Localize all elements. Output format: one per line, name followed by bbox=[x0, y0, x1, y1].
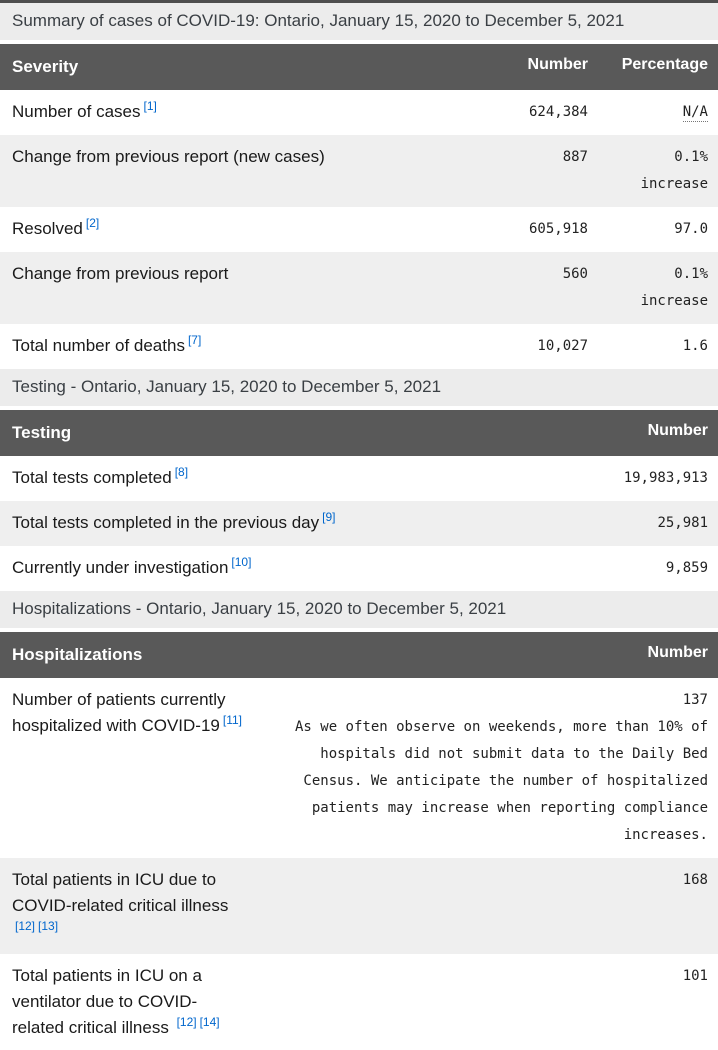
table-row: Total tests completed [8] 19,983,913 bbox=[0, 456, 718, 501]
row-label: Currently under investigation bbox=[12, 558, 229, 577]
footnote-link[interactable]: [10] bbox=[231, 555, 252, 570]
footnote-link[interactable]: [13] bbox=[38, 919, 59, 934]
number-value: 19,983,913 bbox=[623, 470, 708, 486]
row-label: Total number of deaths bbox=[12, 336, 185, 355]
row-label: Total patients in ICU on a ventilator du… bbox=[12, 966, 202, 1037]
table-row: Number of patients currently hospitalize… bbox=[0, 678, 718, 858]
table-row: Number of cases [1] 624,384 N/A bbox=[0, 90, 718, 135]
percentage-direction: increase bbox=[640, 293, 708, 309]
testing-table-header: Testing Number bbox=[0, 410, 718, 456]
number-value: 10,027 bbox=[537, 338, 588, 354]
row-label: Total patients in ICU due to COVID-relat… bbox=[12, 870, 229, 915]
footnote-link[interactable]: [7] bbox=[187, 333, 202, 348]
hospitalizations-table-caption: Hospitalizations - Ontario, January 15, … bbox=[0, 591, 718, 628]
reporting-compliance-note: As we often observe on weekends, more th… bbox=[294, 719, 708, 843]
hospitalizations-table-header: Hospitalizations Number bbox=[0, 632, 718, 678]
row-label: Change from previous report bbox=[12, 264, 229, 283]
number-value: 101 bbox=[682, 968, 708, 984]
cases-summary-table: Summary of cases of COVID-19: Ontario, J… bbox=[0, 0, 718, 369]
cases-table-header: Severity Number Percentage bbox=[0, 44, 718, 90]
row-label: Total tests completed bbox=[12, 468, 172, 487]
footnote-link[interactable]: [8] bbox=[174, 465, 189, 480]
percentage-value: 0.1% bbox=[674, 266, 708, 282]
table-row: Currently under investigation [10] 9,859 bbox=[0, 546, 718, 591]
row-label: Resolved bbox=[12, 219, 83, 238]
number-value: 605,918 bbox=[528, 221, 588, 237]
footnote-link[interactable]: [14] bbox=[199, 1015, 220, 1030]
cases-table-caption: Summary of cases of COVID-19: Ontario, J… bbox=[0, 0, 718, 40]
column-header-severity: Severity bbox=[12, 57, 79, 76]
na-abbreviation: N/A bbox=[682, 104, 708, 122]
number-value: 168 bbox=[682, 872, 708, 888]
row-label: Total tests completed in the previous da… bbox=[12, 513, 320, 532]
table-row: Change from previous report (new cases) … bbox=[0, 135, 718, 207]
footnote-link[interactable]: [12] bbox=[176, 1015, 197, 1030]
number-value: 887 bbox=[562, 149, 588, 165]
testing-table: Testing - Ontario, January 15, 2020 to D… bbox=[0, 369, 718, 591]
table-row: Total tests completed in the previous da… bbox=[0, 501, 718, 546]
footnote-link[interactable]: [12] bbox=[15, 919, 36, 934]
footnote-link[interactable]: [9] bbox=[322, 510, 336, 525]
table-row: Total patients in ICU on a ventilator du… bbox=[0, 954, 718, 1050]
row-label: Number of cases bbox=[12, 102, 141, 121]
column-header-percentage: Percentage bbox=[621, 56, 708, 73]
row-label: Change from previous report (new cases) bbox=[12, 147, 325, 166]
column-header-hospitalizations: Hospitalizations bbox=[12, 645, 143, 664]
table-row: Change from previous report 560 0.1% incr… bbox=[0, 252, 718, 324]
number-value: 624,384 bbox=[528, 104, 588, 120]
table-row: Total patients in ICU due to COVID-relat… bbox=[0, 858, 718, 954]
number-value: 137 bbox=[682, 692, 708, 708]
number-value: 560 bbox=[562, 266, 588, 282]
column-header-testing: Testing bbox=[12, 423, 72, 442]
column-header-number: Number bbox=[647, 422, 709, 439]
footnote-link[interactable]: [1] bbox=[143, 99, 157, 114]
number-value: 25,981 bbox=[657, 515, 709, 531]
table-row: Total number of deaths [7] 10,027 1.6 bbox=[0, 324, 718, 369]
column-header-number: Number bbox=[647, 644, 708, 661]
table-row: Resolved [2] 605,918 97.0 bbox=[0, 207, 718, 252]
percentage-value: 1.6 bbox=[682, 338, 708, 354]
testing-table-caption: Testing - Ontario, January 15, 2020 to D… bbox=[0, 369, 718, 406]
footnote-link[interactable]: [2] bbox=[85, 216, 100, 231]
percentage-value: 0.1% bbox=[674, 149, 708, 165]
percentage-direction: increase bbox=[640, 176, 708, 192]
row-label: Number of patients currently hospitalize… bbox=[12, 690, 226, 735]
number-value: 9,859 bbox=[665, 560, 709, 576]
footnote-link[interactable]: [11] bbox=[222, 713, 242, 728]
column-header-number: Number bbox=[527, 56, 588, 73]
hospitalizations-table: Hospitalizations - Ontario, January 15, … bbox=[0, 591, 718, 1050]
percentage-value: 97.0 bbox=[674, 221, 708, 237]
